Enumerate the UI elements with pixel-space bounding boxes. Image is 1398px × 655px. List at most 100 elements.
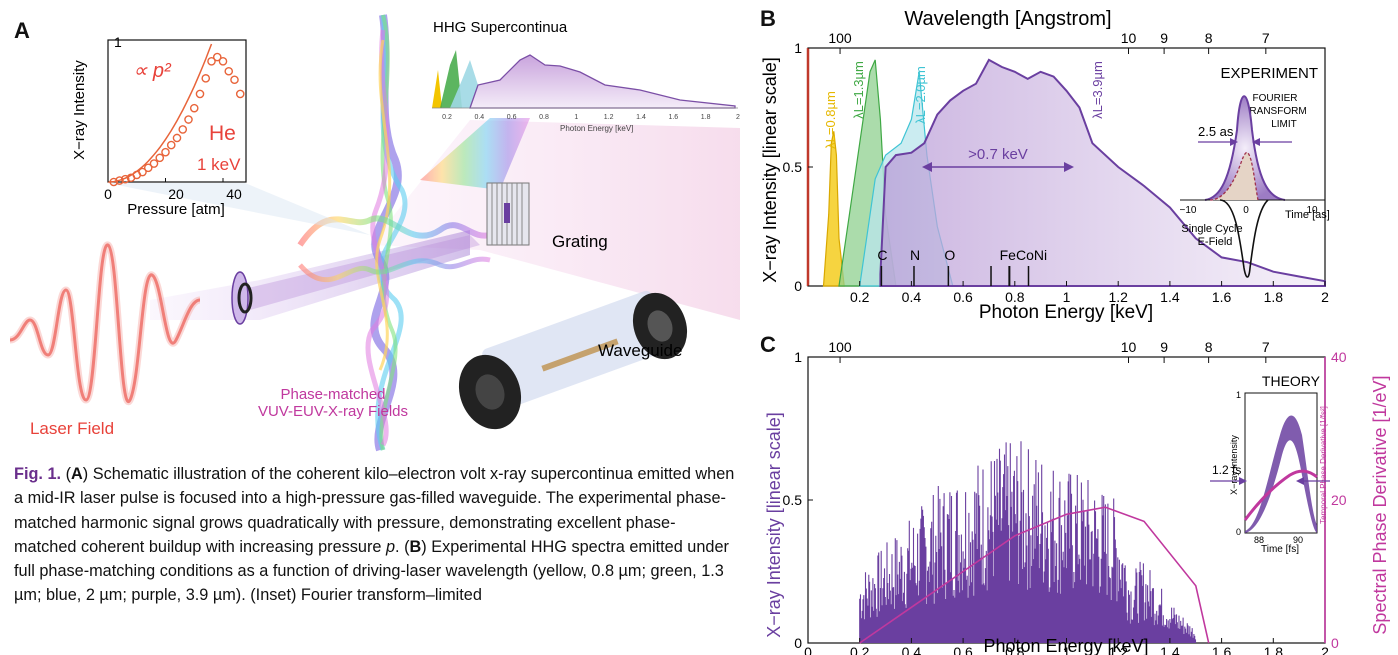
panel-b-letter: B [760,6,776,31]
pressure-point [155,153,165,163]
pressure-fit-line [107,43,213,183]
laser-field-label: Laser Field [30,419,114,438]
waveguide [458,290,688,430]
b-top-tick-label: 7 [1262,30,1270,46]
b-field-label-2: E-Field [1198,236,1233,248]
pressure-point [201,74,211,83]
hhg-tick-label: 1.4 [636,114,646,121]
hhg-tick-label: 0.2 [442,114,452,121]
c-phase-curve [859,506,1210,644]
b-ytick-label: 1 [794,40,802,56]
c-xtick-label: 1.4 [1160,644,1180,655]
c-inset-xtick-90: 90 [1293,535,1303,545]
b-xtick-label: 1.6 [1212,289,1232,305]
pressure-xtick-0: 0 [104,186,112,202]
b-top-tick-label: 8 [1205,30,1213,46]
c-top-tick-label: 7 [1262,339,1270,355]
hhg-title: HHG Supercontinua [433,19,568,36]
panel-a-figure: X−ray Intensity 1 0 20 40 Pressure [atm]… [9,14,740,452]
b-ylabel: X−ray Intensity [linear scale] [760,57,780,283]
phase-matched-field-wave [297,14,491,452]
c-xtick-label: 1 [1063,644,1071,655]
hhg-tick-label: 0.6 [507,114,517,121]
pressure-inset-ytick: 1 [114,34,122,50]
c-xtick-label: 0 [804,644,812,655]
b-ftl-1: FOURIER [1253,93,1298,104]
pressure-point [172,133,182,143]
c-xtick-label: 0.6 [953,644,973,655]
pressure-point [218,57,228,66]
hhg-tick-label: 0.4 [474,114,484,121]
fit-label: ∝ p² [133,60,172,82]
c-ylabel-right: Spectral Phase Derivative [1/eV] [1370,375,1390,634]
pressure-point [166,140,176,150]
b-inset-title: EXPERIMENT [1220,65,1318,82]
b-edge-label: N [910,247,920,263]
pressure-point [149,159,159,168]
b-inset-xtick-neg: −10 [1180,205,1197,216]
grating-label: Grating [552,232,608,251]
c-bars-group [859,441,1197,643]
c-theory-inset: THEORY 1.2 fs X−ray Intensity Temporal P… [1210,371,1330,555]
c-xtick-label: 2 [1321,644,1329,655]
b-ytick-label: 0 [794,278,802,294]
c-inset-title: THEORY [1262,373,1321,389]
hhg-tick-label: 1.8 [701,114,711,121]
c-top-tick-label: 100 [828,339,852,355]
hhg-tick-label: 1.2 [604,114,614,121]
pressure-inset [107,39,370,235]
c-ytick-right-label: 40 [1331,349,1347,365]
figure-caption: Fig. 1. (A) Schematic illustration of th… [14,465,735,605]
b-xtick-label: 1.8 [1264,289,1284,305]
b-xtick-label: 0.2 [850,289,870,305]
pressure-xtick-40: 40 [226,186,242,202]
b-label-39: λL=3.9µm [1090,61,1105,119]
b-series-3 [879,58,1326,287]
pressure-point [224,66,234,76]
pressure-point [189,103,199,113]
b-top-tick-label: 100 [828,30,852,46]
pressure-point [120,174,130,184]
c-xtick-label: 0.8 [1005,644,1025,655]
rainbow-dispersion [420,118,530,190]
c-xtick-label: 0.2 [850,644,870,655]
pressure-point [138,167,147,177]
c-xlabel: Photon Energy [keV] [983,636,1148,655]
hhg-axis-ticks: 0.2 0.4 0.6 0.8 1 1.2 1.4 1.6 1.8 2 [442,114,740,121]
c-xtick-label: 1.8 [1264,644,1284,655]
caption-fig-label: Fig. 1. [14,465,62,483]
pressure-point [235,89,245,99]
b-edges-group: C N O FeCoNi [877,247,1047,286]
energy-label: 1 keV [197,155,241,174]
gas-label: He [209,122,236,145]
c-inset-xlabel: Time [fs] [1261,544,1299,555]
b-xtick-label: 0.4 [902,289,922,305]
phase-label-2: VUV-EUV-X-ray Fields [258,403,408,420]
b-top-tick-label: 9 [1160,30,1168,46]
waveguide-label: Waveguide [598,341,682,360]
pressure-point [195,89,205,99]
c-xtick-label: 1.6 [1212,644,1232,655]
b-label-20: λL=2.0µm [913,66,928,124]
hhg-tick-label: 0.8 [539,114,549,121]
c-xtick-label: 0.4 [902,644,922,655]
hhg-tick-label: 1.6 [668,114,678,121]
b-edge-label: FeCoNi [1000,247,1047,263]
b-xtick-label: 1 [1063,289,1071,305]
panel-a-letter: A [14,18,30,43]
b-pulse [1204,95,1286,201]
panel-c-letter: C [760,332,776,357]
b-top-title: Wavelength [Angstrom] [904,8,1111,30]
b-xtick-label: 0.8 [1005,289,1025,305]
pressure-point [178,125,188,134]
b-field-label-1: Single Cycle [1181,223,1242,235]
b-xlabel: Photon Energy [keV] [979,302,1153,323]
b-span-label: >0.7 keV [968,146,1028,163]
c-ylabel: X−ray Intensity [linear scale] [764,412,784,638]
c-spectrum-bars [859,441,1197,643]
c-top-tick-label: 8 [1205,339,1213,355]
b-edge-label: O [944,247,955,263]
grating [486,182,530,246]
